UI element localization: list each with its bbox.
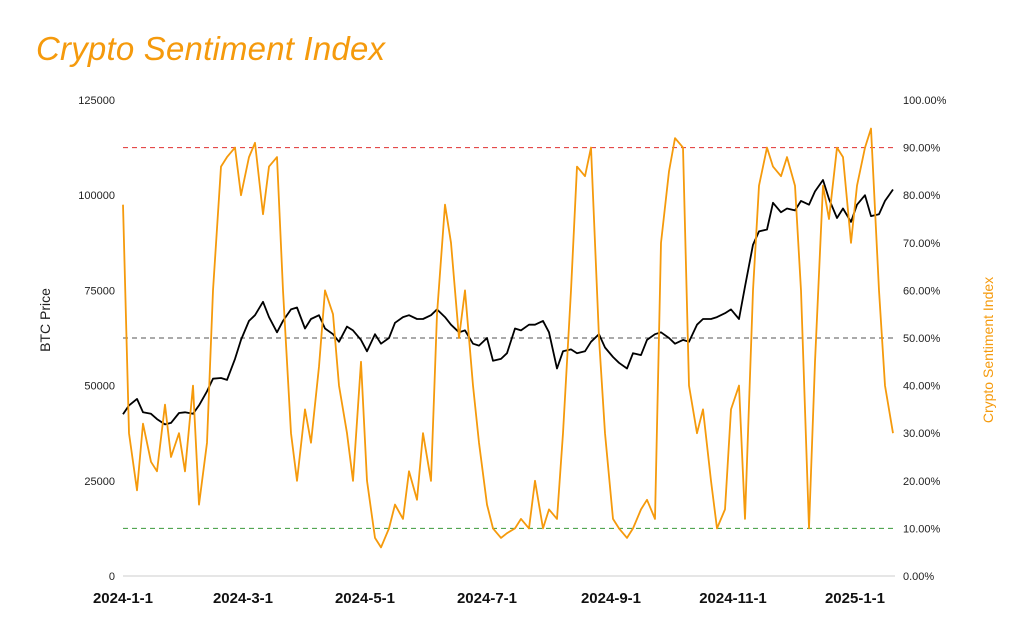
y-left-tick-label: 75000 — [84, 285, 115, 297]
sentiment-index-line — [122, 127, 894, 549]
y-right-tick-label: 30.00% — [903, 428, 941, 440]
y-right-tick-label: 50.00% — [903, 333, 941, 345]
x-tick-label: 2024-9-1 — [581, 590, 641, 607]
y-right-tick-label: 10.00% — [903, 523, 941, 535]
y-right-tick-label: 100.00% — [903, 95, 947, 107]
y-left-tick-label: 0 — [109, 571, 115, 583]
x-tick-label: 2024-7-1 — [457, 590, 517, 607]
chart-title: Crypto Sentiment Index — [36, 30, 386, 67]
x-tick-label: 2024-5-1 — [335, 590, 395, 607]
y-left-tick-label: 125000 — [78, 95, 115, 107]
x-tick-label: 2024-1-1 — [93, 590, 153, 607]
x-tick-label: 2024-3-1 — [213, 590, 273, 607]
y-left-tick-label: 100000 — [78, 190, 115, 202]
x-tick-label: 2024-11-1 — [699, 590, 767, 607]
y-right-tick-label: 0.00% — [903, 571, 934, 583]
y-right-tick-label: 90.00% — [903, 143, 941, 155]
y-left-axis-label: BTC Price — [37, 288, 53, 352]
y-left-tick-label: 25000 — [84, 476, 115, 488]
y-right-tick-label: 40.00% — [903, 381, 941, 393]
y-right-tick-label: 60.00% — [903, 285, 941, 297]
y-right-axis-label: Crypto Sentiment Index — [980, 277, 996, 423]
btc-price-line — [122, 179, 894, 426]
y-left-tick-label: 50000 — [84, 381, 115, 393]
x-tick-label: 2025-1-1 — [825, 590, 885, 607]
y-right-tick-label: 80.00% — [903, 190, 941, 202]
y-right-tick-label: 20.00% — [903, 476, 941, 488]
y-right-tick-label: 70.00% — [903, 238, 941, 250]
